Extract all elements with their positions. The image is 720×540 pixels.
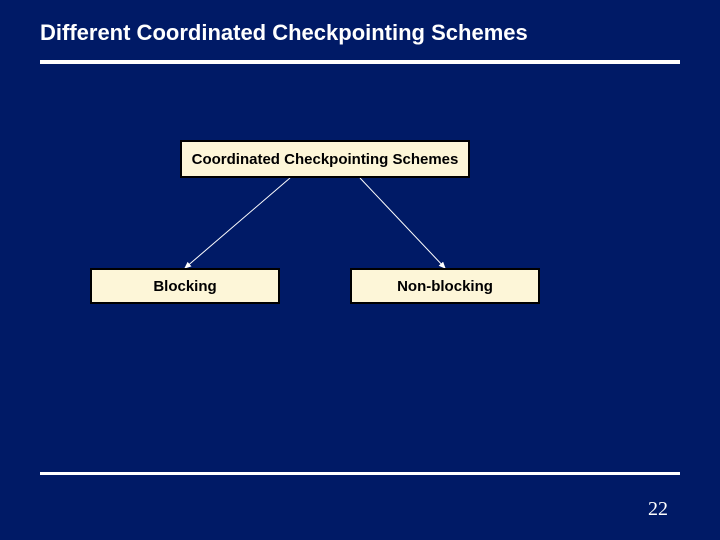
tree-root-node: Coordinated Checkpointing Schemes <box>180 140 470 178</box>
tree-root-label: Coordinated Checkpointing Schemes <box>192 151 459 168</box>
tree-node-nonblocking-label: Non-blocking <box>397 278 493 295</box>
page-number: 22 <box>648 498 668 521</box>
slide: Different Coordinated Checkpointing Sche… <box>0 0 720 540</box>
tree-node-blocking: Blocking <box>90 268 280 304</box>
footer-divider <box>40 472 680 475</box>
tree-node-blocking-label: Blocking <box>153 278 216 295</box>
tree-node-nonblocking: Non-blocking <box>350 268 540 304</box>
